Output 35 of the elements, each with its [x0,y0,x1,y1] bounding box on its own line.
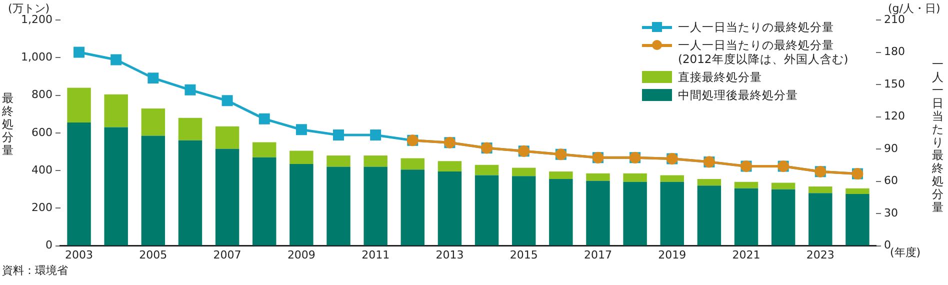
y-tick-label: 400 [31,163,52,176]
y-tick-label: 800 [31,88,52,102]
x-tick-label: 2023 [806,248,834,262]
x-tick-label: 2015 [510,248,538,262]
y-axis-title: 最終処分量 [2,91,14,157]
x-tick-label: 2009 [287,248,316,262]
text: 一人一日当たり最終処分量 [932,57,944,214]
x-tick-label: 2019 [658,248,686,262]
legend-label: 中間処理後最終処分量 [678,88,798,102]
x-tick-label: 2011 [362,248,390,262]
x-tick-label: 2017 [584,248,612,262]
text: (万トン) [8,2,50,15]
y2-tick-label: 180 [884,45,906,58]
legend-label: 直接最終処分量 [678,70,762,84]
y-tick-label: 600 [31,126,52,139]
y-tick-label: 0 [45,238,52,252]
x-tick-label: 2003 [65,248,94,262]
y2-tick-label: 60 [884,174,898,188]
x-tick-label: 2021 [732,248,760,262]
text: (年度) [890,246,921,260]
legend-label: 一人一日当たりの最終処分量 [678,20,834,34]
x-tick-label: 2005 [139,248,168,262]
x-tick-label: 2007 [213,248,242,262]
y-tick-label: 1,200 [20,12,52,26]
text: (g/人・日) [888,2,940,15]
y2-tick-label: 30 [884,206,898,220]
legend-label: 一人一日当たりの最終処分量 (2012年度以降は、外国人含む) [678,38,848,66]
x-tick-label: 2013 [436,248,464,262]
text: 資料：環境省 [2,264,68,278]
y2-tick-label: 150 [884,77,906,90]
y-tick-label: 1,000 [20,50,52,64]
y2-tick-label: 90 [884,142,898,155]
y2-tick-label: 120 [884,110,906,123]
y-tick-label: 200 [31,201,52,214]
y2-tick-label: 0 [884,238,892,252]
